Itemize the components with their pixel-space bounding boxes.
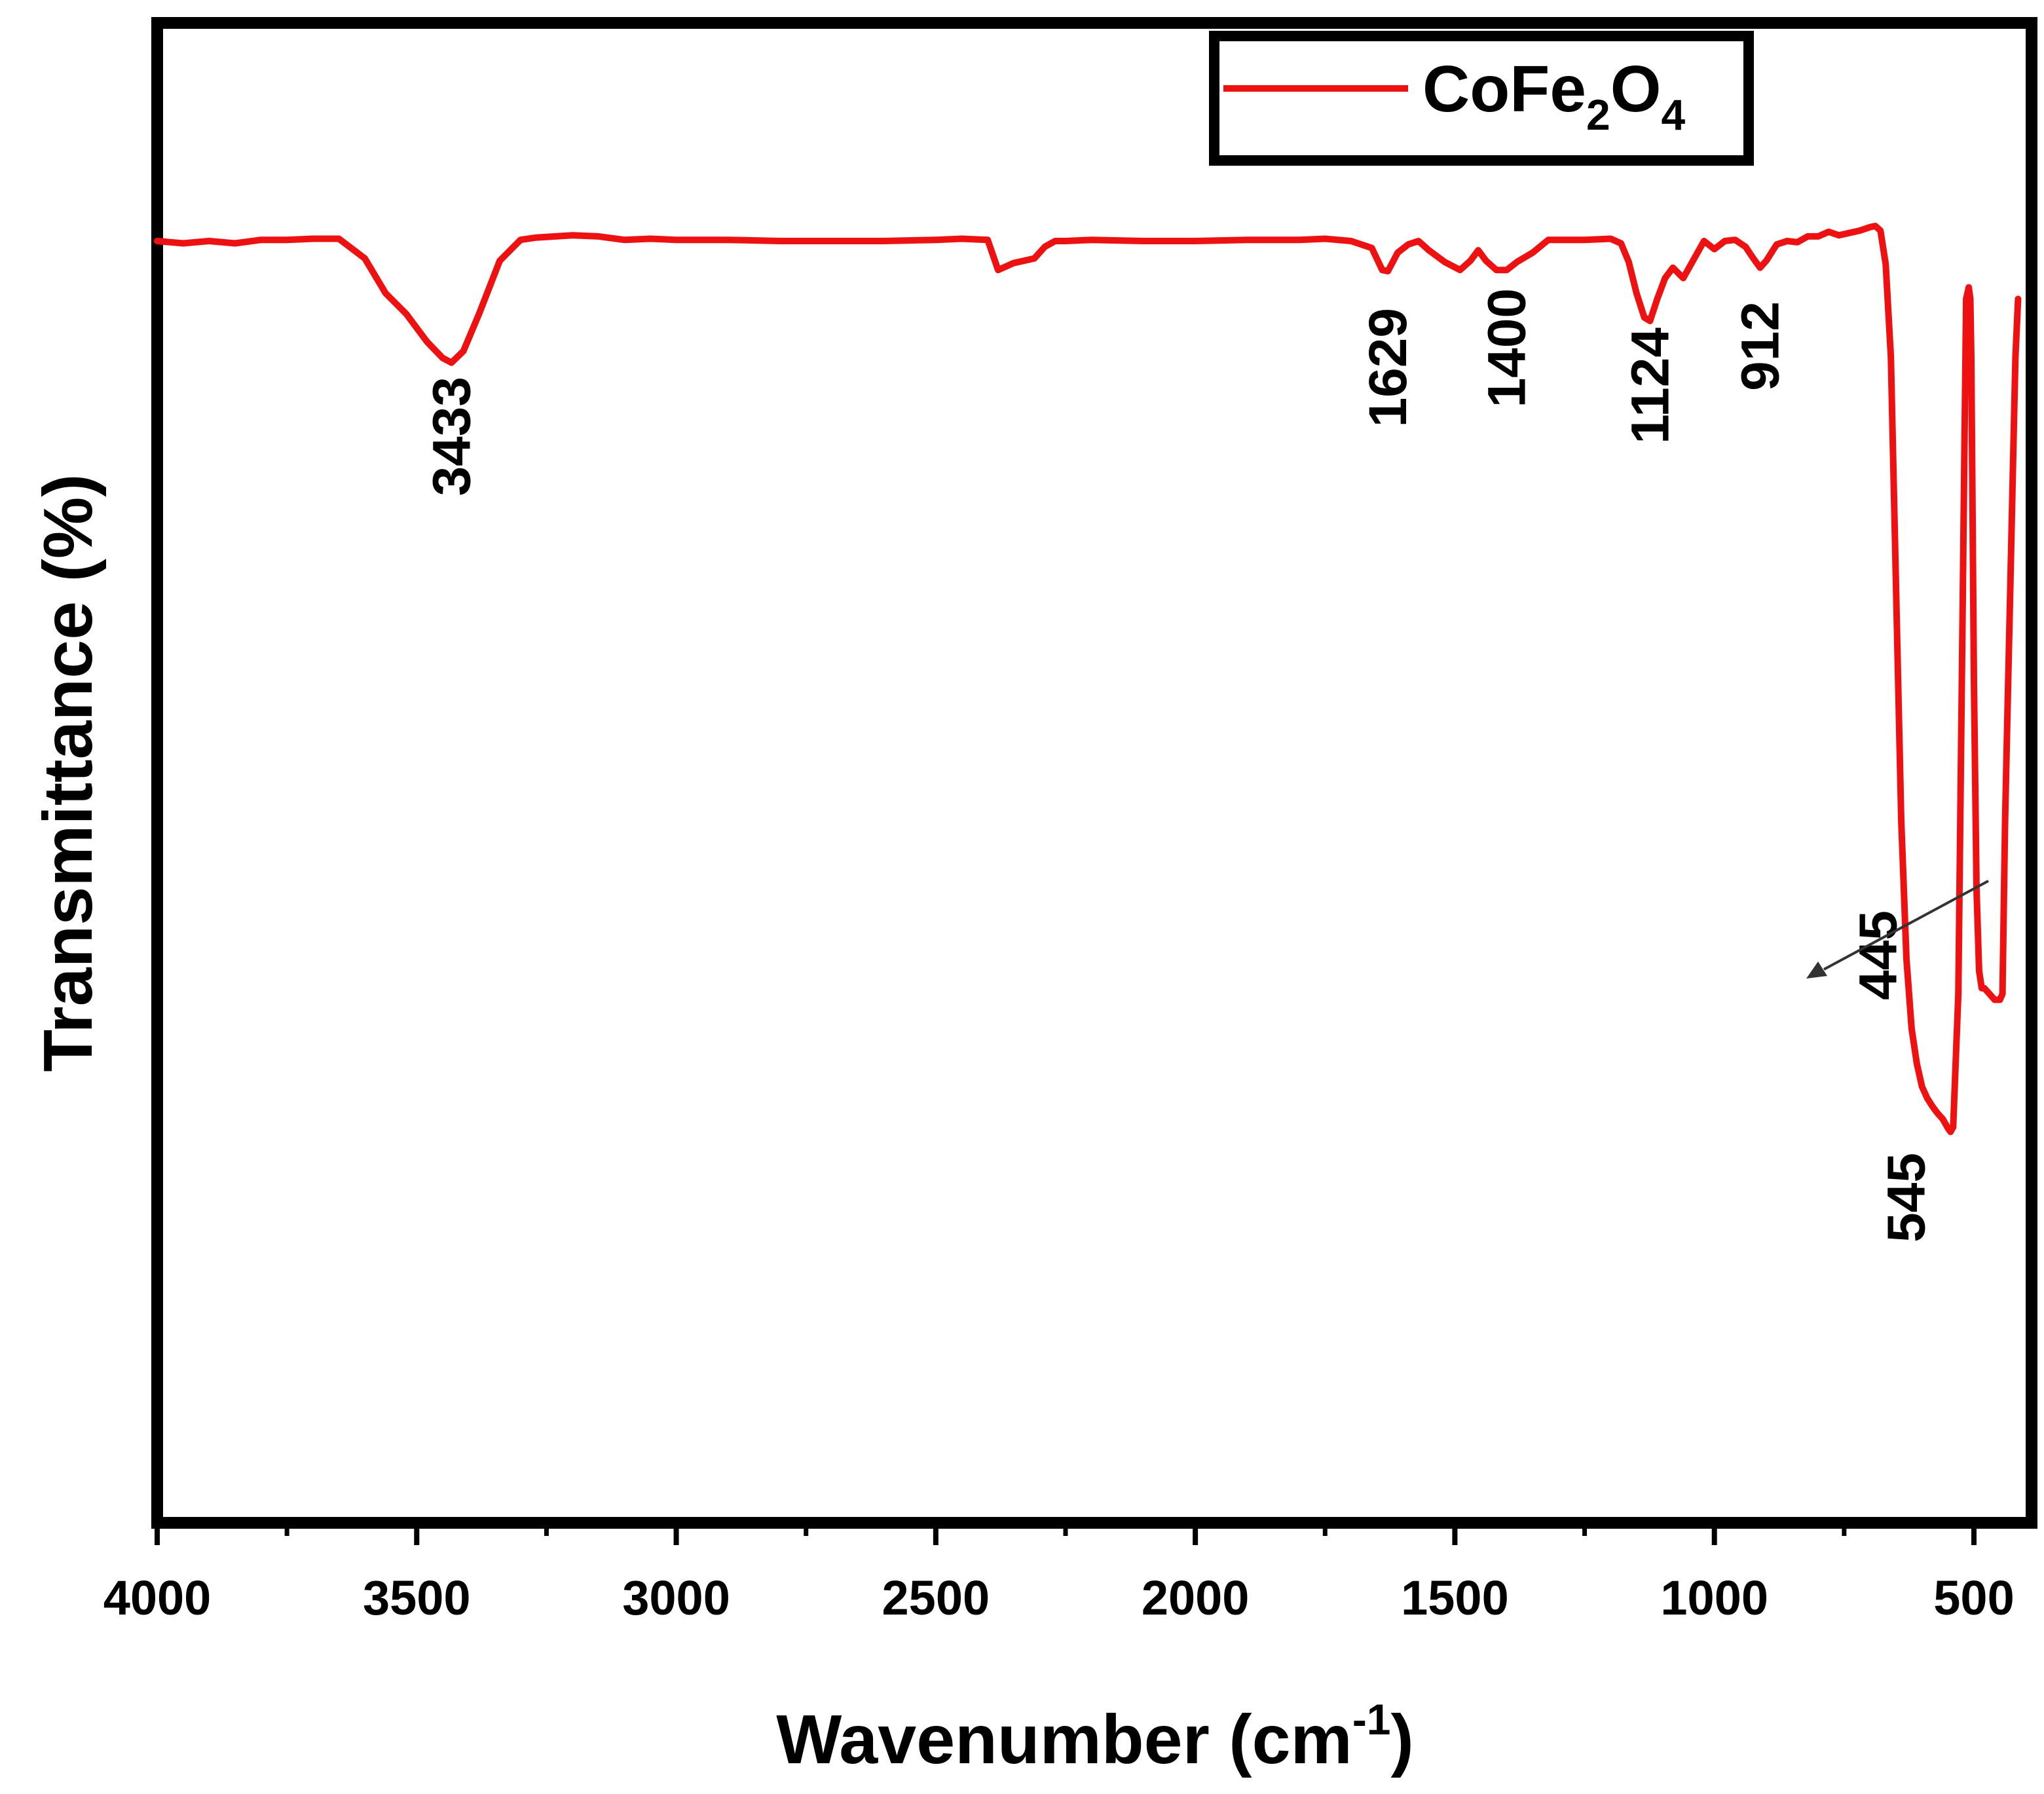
plot-frame	[151, 17, 2037, 1529]
x-axis-title: Wavenumber (cm-1)	[776, 1695, 1414, 1778]
series-line-cofe2o4	[154, 223, 2022, 1135]
x-tick-label-1500: 1500	[1401, 1571, 1509, 1625]
peak-label-1124: 1124	[1620, 327, 1680, 444]
x-tick-label-3500: 3500	[363, 1571, 471, 1625]
x-tick-label-4000: 4000	[103, 1571, 212, 1625]
peak-label-1629: 1629	[1358, 308, 1418, 427]
x-axis-ticks	[155, 1523, 1977, 1545]
x-tick-label-1000: 1000	[1660, 1571, 1768, 1625]
legend: CoFe2O4	[1209, 31, 1754, 166]
peak-label-1400: 1400	[1477, 288, 1537, 407]
peak-label-3433: 3433	[422, 377, 481, 496]
peak-label-912: 912	[1731, 301, 1791, 391]
x-tick-label-2500: 2500	[882, 1571, 990, 1625]
peak-label-545: 545	[1876, 1153, 1936, 1243]
peak-445-arrow-line	[1823, 880, 1989, 971]
x-axis-tick-labels: 4000 3500 3000 2500 2000 1500 1000 500	[103, 1571, 2015, 1625]
peak-label-445: 445	[1849, 910, 1908, 1000]
peak-445-arrow	[1806, 880, 1989, 979]
legend-label: CoFe2O4	[1422, 52, 1686, 139]
peak-labels: 3433 1629 1400 1124 912 545 445	[422, 288, 1936, 1243]
y-axis-title: Transmittance (%)	[29, 474, 107, 1072]
x-tick-label-3000: 3000	[622, 1571, 730, 1625]
x-tick-label-2000: 2000	[1142, 1571, 1250, 1625]
x-tick-label-500: 500	[1933, 1571, 2014, 1625]
peak-445-arrowhead	[1806, 962, 1827, 979]
legend-box	[1209, 31, 1754, 166]
